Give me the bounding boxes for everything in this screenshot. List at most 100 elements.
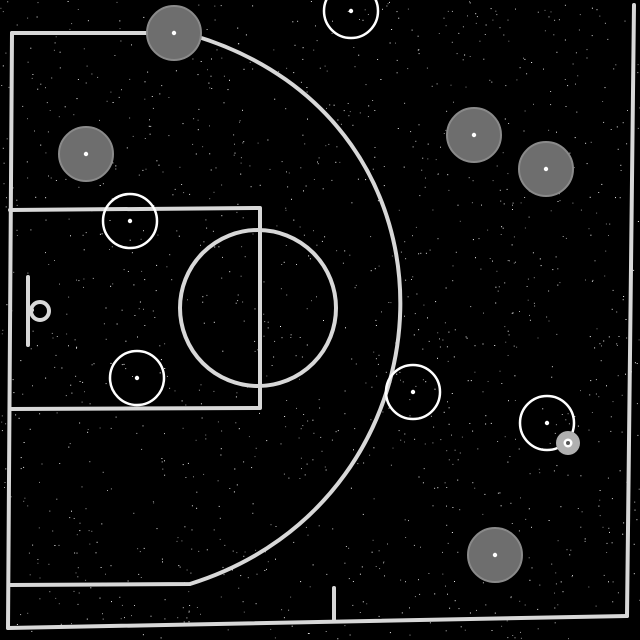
noise-dot [414,313,416,315]
noise-dot [209,87,211,89]
noise-dot [380,79,382,80]
noise-dot [396,59,398,61]
player-attacker-5[interactable] [518,394,576,452]
noise-dot [28,552,30,554]
noise-dot [457,551,459,553]
noise-dot [238,43,240,45]
noise-dot [293,72,295,74]
noise-dot [533,103,534,105]
noise-dot [105,383,107,385]
player-center-dot [134,375,140,381]
noise-dot [381,311,382,313]
noise-dot [166,375,168,377]
noise-dot [76,534,78,536]
noise-dot [256,573,258,575]
noise-dot [45,152,47,154]
noise-dot [443,133,445,134]
noise-dot [504,282,506,284]
noise-dot [506,188,508,190]
noise-dot [280,443,282,445]
noise-dot [90,587,92,589]
noise-dot [79,422,81,424]
noise-dot [27,61,29,63]
player-defender-1[interactable] [146,5,202,61]
noise-dot [435,301,437,303]
noise-dot [611,498,613,500]
noise-dot [462,26,464,28]
noise-dot [278,71,280,73]
player-defender-2[interactable] [58,126,114,182]
noise-dot [516,346,518,348]
noise-dot [68,296,70,298]
noise-dot [191,505,193,507]
ball[interactable] [556,431,580,455]
noise-dot [355,284,357,286]
noise-dot [281,264,283,265]
noise-dot [196,507,198,509]
noise-dot [213,191,215,193]
noise-dot [570,549,572,551]
noise-dot [503,34,505,36]
noise-dot [162,468,164,470]
noise-dot [507,355,509,356]
noise-dot [428,340,430,342]
noise-dot [599,490,601,491]
noise-dot [540,265,542,267]
noise-dot [484,493,486,495]
player-center-dot [171,30,177,36]
key-outline [8,206,262,411]
noise-dot [151,96,153,97]
noise-dot [634,501,636,503]
noise-dot [143,230,144,232]
noise-dot [96,541,98,543]
noise-dot [556,333,558,335]
noise-dot [223,574,225,576]
player-attacker-4[interactable] [384,363,442,421]
noise-dot [529,314,530,316]
noise-dot [482,513,484,515]
noise-dot [474,345,476,347]
noise-dot [383,562,384,564]
player-attacker-2[interactable] [101,192,159,250]
noise-dot [557,284,559,286]
noise-dot [2,147,4,149]
noise-dot [617,592,619,594]
noise-dot [281,161,283,163]
noise-dot [106,100,108,102]
noise-dot [448,423,450,425]
noise-dot [604,22,606,24]
noise-dot [437,487,439,489]
noise-dot [465,86,467,88]
noise-dot [474,487,476,489]
noise-dot [1,430,3,432]
noise-dot [365,382,367,384]
player-defender-3[interactable] [446,107,502,163]
noise-dot [390,464,392,466]
noise-dot [591,280,593,282]
noise-dot [124,617,125,619]
noise-dot [93,363,95,365]
noise-dot [69,28,71,30]
noise-dot [492,180,494,182]
noise-dot [472,239,474,241]
noise-dot [555,256,557,258]
noise-dot [476,609,477,611]
noise-dot [353,449,354,451]
noise-dot [610,416,612,418]
player-attacker-1[interactable] [322,0,380,40]
noise-dot [389,632,391,634]
noise-dot [219,538,221,540]
noise-dot [611,308,613,310]
noise-dot [514,637,516,639]
noise-dot [238,587,240,589]
player-attacker-3[interactable] [108,349,166,407]
player-defender-4[interactable] [518,141,574,197]
noise-dot [325,145,327,147]
noise-dot [389,1,390,3]
noise-dot [370,419,372,421]
noise-dot [55,597,57,599]
noise-dot [110,91,112,93]
player-defender-5[interactable] [467,527,523,583]
noise-dot [612,581,614,583]
noise-dot [181,184,183,185]
